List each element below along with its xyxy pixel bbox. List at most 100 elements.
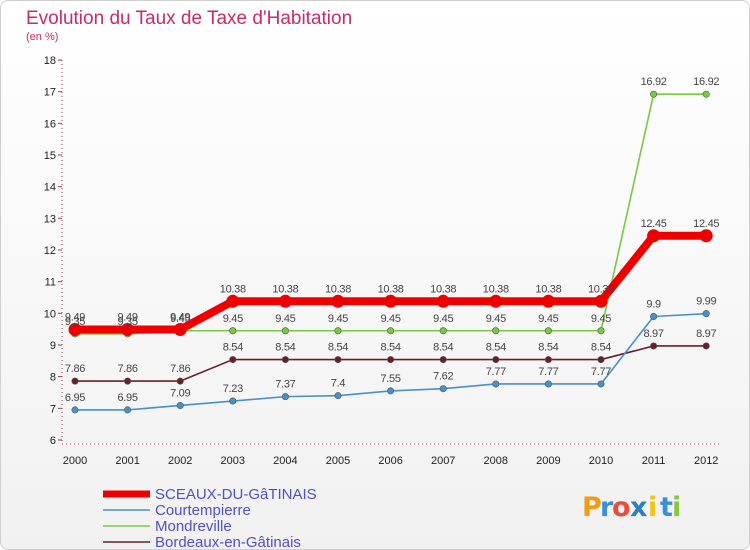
data-label: 8.54 <box>275 342 295 354</box>
data-label: 7.09 <box>170 387 190 399</box>
series-point-1 <box>71 406 79 414</box>
x-tick-label: 2001 <box>115 455 139 467</box>
series-point-2 <box>492 327 500 335</box>
series-point-0 <box>176 377 184 385</box>
data-label: 9.49 <box>65 311 85 323</box>
y-tick-label: 18 <box>44 55 56 67</box>
series-point-3 <box>331 294 345 308</box>
series-point-2 <box>281 327 289 335</box>
chart-title: Evolution du Taux de Taxe d'Habitation <box>26 8 352 29</box>
data-label: 9.45 <box>486 313 506 325</box>
series-point-0 <box>229 356 237 364</box>
series-point-1 <box>176 401 184 409</box>
data-label: 6.95 <box>117 392 137 404</box>
series-point-0 <box>544 356 552 364</box>
data-label: 7.86 <box>117 363 137 375</box>
series-point-3 <box>226 294 240 308</box>
x-tick-label: 2008 <box>484 455 508 467</box>
series-point-2 <box>702 90 710 98</box>
series-point-0 <box>124 377 132 385</box>
series-point-3 <box>121 322 135 336</box>
data-label: 9.9 <box>646 299 661 311</box>
data-label: 10.38 <box>430 283 456 295</box>
data-label: 9.45 <box>275 313 295 325</box>
series-point-2 <box>597 327 605 335</box>
legend-label: Mondreville <box>155 518 232 535</box>
data-label: 9.45 <box>380 313 400 325</box>
data-label: 10.38 <box>588 283 614 295</box>
brand-logo-letter: o <box>612 492 631 523</box>
data-label: 7.37 <box>275 379 295 391</box>
data-label: 10.38 <box>220 283 246 295</box>
x-tick-label: 2009 <box>536 455 560 467</box>
series-point-3 <box>699 229 713 243</box>
x-tick-label: 2012 <box>694 455 718 467</box>
data-label: 16.92 <box>641 76 667 88</box>
data-label: 9.45 <box>433 313 453 325</box>
series-point-1 <box>387 387 395 395</box>
data-label: 9.49 <box>117 311 137 323</box>
data-label: 8.54 <box>380 342 400 354</box>
data-label: 7.77 <box>538 366 558 378</box>
y-tick-label: 11 <box>45 277 56 289</box>
series-point-3 <box>541 294 555 308</box>
data-label: 9.49 <box>170 311 190 323</box>
data-label: 8.54 <box>223 342 243 354</box>
series-point-0 <box>650 342 658 350</box>
series-point-1 <box>229 397 237 405</box>
x-tick-label: 2011 <box>642 455 666 467</box>
series-point-1 <box>124 406 132 414</box>
y-tick-label: 16 <box>44 118 56 130</box>
series-point-2 <box>334 327 342 335</box>
series-point-1 <box>492 380 500 388</box>
series-point-1 <box>650 312 658 320</box>
brand-logo-letter: r <box>600 492 614 523</box>
series-point-3 <box>647 229 661 243</box>
data-label: 7.23 <box>223 383 243 395</box>
x-tick-label: 2003 <box>221 455 245 467</box>
data-label: 7.86 <box>65 363 85 375</box>
y-tick-label: 8 <box>50 372 56 384</box>
brand-logo-letter: i <box>672 492 681 523</box>
series-point-1 <box>439 385 447 393</box>
brand-logo-letter: t <box>660 492 673 523</box>
y-tick-label: 12 <box>44 245 56 257</box>
data-label: 10.38 <box>272 283 298 295</box>
x-tick-label: 2010 <box>589 455 613 467</box>
legend-label: Bordeaux-en-Gâtinais <box>155 534 301 550</box>
series-point-3 <box>594 294 608 308</box>
data-label: 9.35 <box>117 316 137 328</box>
series-point-0 <box>334 356 342 364</box>
series-point-0 <box>439 356 447 364</box>
data-label: 9.45 <box>538 313 558 325</box>
series-point-1 <box>544 380 552 388</box>
data-label: 8.54 <box>538 342 558 354</box>
series-point-1 <box>334 392 342 400</box>
data-label: 7.77 <box>591 366 611 378</box>
data-label: 10.38 <box>535 283 561 295</box>
series-point-3 <box>278 294 292 308</box>
brand-logo-letter: P <box>582 492 602 523</box>
series-point-1 <box>702 310 710 318</box>
series-point-0 <box>387 356 395 364</box>
legend-label: SCEAUX-DU-GâTINAIS <box>155 486 317 503</box>
data-label: 8.54 <box>328 342 348 354</box>
data-label: 8.97 <box>696 328 716 340</box>
data-label: 12.45 <box>693 218 719 230</box>
data-label: 8.54 <box>433 342 453 354</box>
data-label: 9.45 <box>591 313 611 325</box>
series-point-3 <box>436 294 450 308</box>
series-point-2 <box>439 327 447 335</box>
data-label: 8.54 <box>591 342 611 354</box>
data-label: 7.55 <box>380 373 400 385</box>
chart-subtitle: (en %) <box>26 31 58 43</box>
y-tick-label: 7 <box>50 403 56 415</box>
data-label: 6.95 <box>65 392 85 404</box>
y-tick-label: 13 <box>44 213 56 225</box>
x-tick-label: 2005 <box>326 455 350 467</box>
series-point-2 <box>544 327 552 335</box>
series-point-3 <box>173 322 187 336</box>
data-label: 10.38 <box>378 283 404 295</box>
data-label: 16.92 <box>693 76 719 88</box>
